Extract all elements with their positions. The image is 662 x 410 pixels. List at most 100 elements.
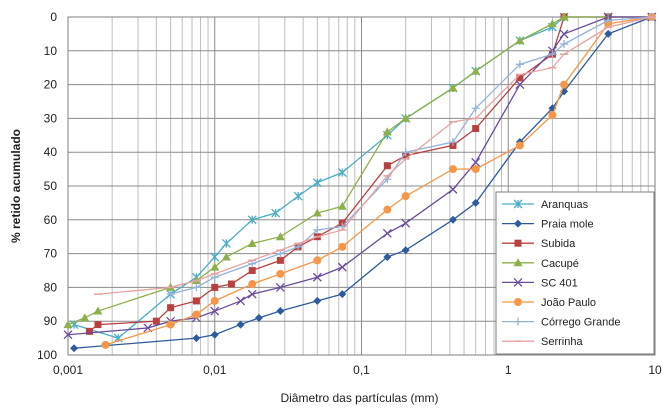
data-point: [312, 178, 322, 188]
x-axis-tick-labels: 0,001 0,01 0,1 1 10: [53, 363, 662, 377]
y-tick-label: 0: [50, 10, 57, 24]
y-tick-label: 70: [44, 247, 58, 261]
data-point: [210, 252, 220, 262]
data-point: [471, 157, 481, 167]
data-point: [101, 340, 110, 349]
data-point: [401, 192, 410, 201]
data-point: [337, 262, 347, 272]
y-tick-label: 30: [44, 111, 58, 125]
data-point: [383, 205, 392, 214]
data-point: [166, 320, 175, 329]
legend-item: Serrinha: [502, 336, 583, 348]
data-point: [401, 113, 411, 122]
data-point: [338, 242, 347, 251]
data-point: [192, 334, 201, 343]
data-point: [93, 306, 103, 315]
legend-item: Praia mole: [502, 219, 594, 231]
data-point: [516, 74, 524, 82]
data-point: [248, 267, 256, 274]
data-point: [559, 29, 569, 39]
data-point: [276, 269, 285, 278]
data-point: [275, 232, 285, 241]
y-axis-title: % retido acumulado: [9, 129, 23, 243]
y-tick-label: 100: [37, 348, 57, 362]
data-point: [382, 127, 392, 136]
data-point: [247, 215, 257, 225]
data-point: [471, 198, 480, 207]
data-point: [471, 104, 480, 113]
legend-label: Aranquas: [541, 199, 589, 211]
data-point: [192, 283, 201, 292]
data-point: [337, 168, 347, 177]
data-point: [401, 148, 410, 157]
data-point: [271, 208, 281, 218]
data-point: [313, 296, 322, 305]
data-point: [471, 165, 480, 174]
data-point: [211, 283, 219, 291]
data-point: [548, 50, 557, 59]
data-point: [276, 256, 284, 264]
data-point: [383, 252, 392, 261]
data-point: [70, 344, 79, 353]
data-point: [94, 321, 102, 329]
data-point: [166, 290, 175, 299]
legend-item: Córrego Grande: [502, 317, 621, 329]
legend-item: Cacupé: [502, 258, 579, 270]
data-point: [448, 138, 457, 147]
data-point: [312, 208, 322, 217]
legend-label: Subida: [541, 238, 576, 250]
legend: Aranquas Praia mole Subida Cacupé SC 401 João…: [495, 191, 655, 355]
data-point: [167, 304, 175, 312]
x-tick-label: 0,001: [53, 363, 83, 377]
data-point: [471, 66, 481, 75]
data-point: [382, 228, 392, 238]
data-point: [210, 330, 219, 339]
x-tick-label: 1: [505, 363, 512, 377]
data-point: [248, 280, 257, 289]
data-point: [448, 83, 458, 92]
data-point: [293, 191, 303, 201]
x-tick-label: 10: [648, 363, 662, 377]
data-point: [236, 296, 246, 306]
series-layer: [63, 12, 657, 353]
data-point: [221, 252, 231, 261]
legend-box: [495, 191, 655, 355]
y-tick-label: 80: [44, 280, 58, 294]
data-point: [515, 36, 525, 45]
data-point: [63, 320, 73, 329]
data-point: [210, 306, 220, 316]
data-point: [80, 313, 90, 322]
data-point: [210, 262, 220, 271]
data-point: [192, 310, 201, 319]
y-tick-label: 40: [44, 145, 58, 159]
data-point: [275, 282, 285, 292]
data-point: [247, 289, 257, 299]
data-point: [448, 165, 457, 174]
y-tick-label: 60: [44, 213, 58, 227]
data-point: [338, 290, 347, 299]
legend-item: SC 401: [502, 277, 578, 289]
data-point: [448, 215, 457, 224]
y-tick-label: 90: [44, 314, 58, 328]
data-point: [63, 330, 73, 340]
data-point: [254, 313, 263, 322]
data-point: [313, 256, 322, 265]
legend-label: Córrego Grande: [541, 317, 621, 329]
data-point: [604, 29, 613, 38]
data-point: [227, 280, 235, 288]
legend-marker: [514, 239, 522, 247]
legend-label: Serrinha: [541, 336, 583, 348]
data-point: [152, 317, 160, 325]
data-point: [472, 125, 480, 133]
data-point: [604, 16, 613, 25]
data-point: [247, 238, 257, 247]
data-point: [221, 239, 231, 248]
data-point: [515, 60, 524, 69]
data-point: [313, 225, 322, 234]
legend-marker: [514, 219, 522, 228]
data-point: [515, 80, 525, 90]
data-point: [548, 111, 557, 120]
series-line: [97, 16, 652, 295]
series-serrinha: [93, 16, 656, 295]
